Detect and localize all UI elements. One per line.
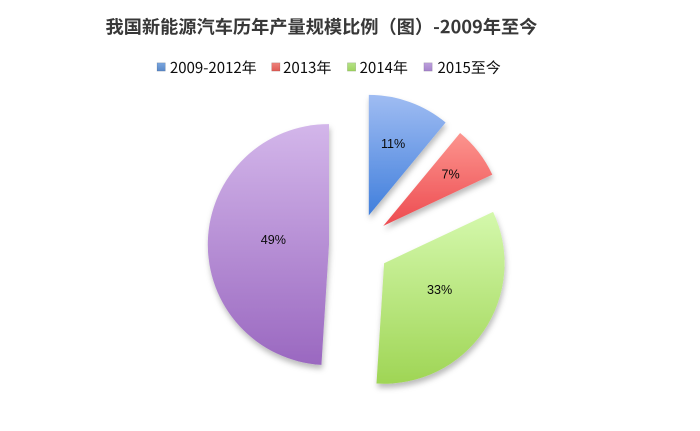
svg-text:49%: 49%: [261, 233, 286, 247]
svg-text:7%: 7%: [441, 168, 459, 182]
svg-text:11%: 11%: [381, 137, 405, 151]
svg-text:33%: 33%: [427, 283, 452, 297]
